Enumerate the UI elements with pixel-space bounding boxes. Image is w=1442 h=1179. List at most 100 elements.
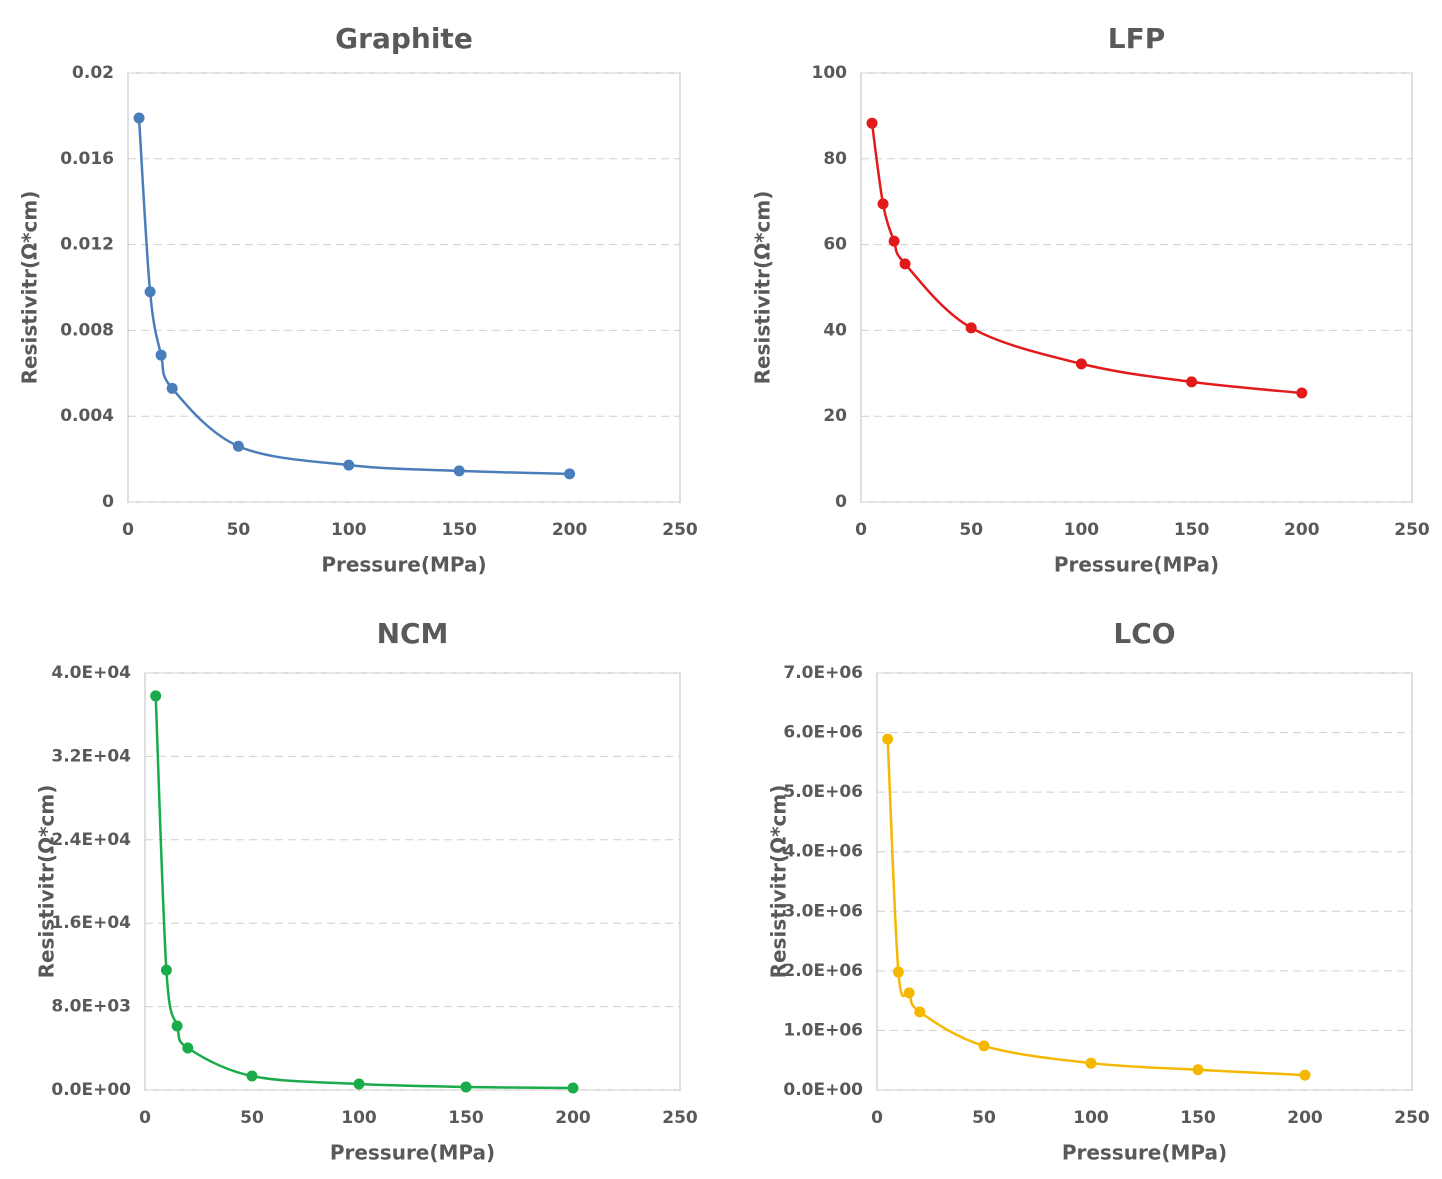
data-point	[246, 1070, 258, 1082]
data-point	[877, 198, 889, 210]
x-tick-label: 250	[1394, 1108, 1430, 1128]
chart-title: NCM	[377, 617, 449, 650]
chart-title: Graphite	[335, 22, 473, 55]
x-tick-label: 100	[331, 520, 367, 540]
data-point	[232, 440, 244, 452]
data-point	[965, 322, 977, 334]
data-point	[1085, 1057, 1097, 1069]
plot-area	[876, 672, 1413, 1091]
data-point	[1192, 1064, 1204, 1076]
x-tick-label: 150	[1180, 1108, 1216, 1128]
chart-title: LCO	[1113, 617, 1175, 650]
y-tick-label: 0	[102, 492, 114, 512]
series-line	[154, 695, 574, 1090]
data-point	[144, 286, 156, 298]
data-point	[133, 112, 145, 124]
y-tick-label: 3.2E+04	[51, 746, 131, 766]
y-tick-label: 0	[835, 492, 847, 512]
plot-area	[144, 672, 681, 1091]
data-point	[166, 382, 178, 394]
x-tick-label: 250	[662, 520, 698, 540]
x-tick-label: 50	[240, 1108, 264, 1128]
y-tick-label: 0.008	[60, 320, 114, 340]
y-tick-label: 60	[823, 235, 847, 255]
data-point	[903, 987, 915, 999]
plot-area	[127, 72, 681, 503]
x-tick-label: 200	[1284, 520, 1320, 540]
y-tick-label: 0.0E+00	[51, 1080, 131, 1100]
series-line	[870, 123, 1302, 395]
y-tick-label: 4.0E+04	[51, 663, 131, 683]
y-axis-title: Resistivitr(Ω*cm)	[35, 785, 59, 979]
x-tick-label: 0	[871, 1108, 883, 1128]
y-tick-label: 80	[823, 149, 847, 169]
x-tick-label: 100	[341, 1108, 377, 1128]
data-point	[460, 1081, 472, 1093]
plot-area	[860, 72, 1413, 503]
x-tick-label: 150	[441, 520, 477, 540]
chart-title: LFP	[1108, 22, 1166, 55]
data-point	[1075, 358, 1087, 370]
data-point	[1299, 1069, 1311, 1081]
x-tick-label: 250	[1394, 520, 1430, 540]
series-line	[137, 117, 570, 476]
y-axis-title: Resistivitr(Ω*cm)	[751, 191, 775, 385]
x-tick-label: 100	[1073, 1108, 1109, 1128]
x-tick-label: 250	[662, 1108, 698, 1128]
y-tick-label: 7.0E+06	[783, 663, 863, 683]
y-tick-label: 4.0E+06	[783, 842, 863, 862]
y-tick-label: 1.6E+04	[51, 913, 131, 933]
x-tick-label: 50	[227, 520, 251, 540]
data-point	[888, 235, 900, 247]
data-point	[567, 1082, 579, 1094]
x-tick-label: 50	[959, 520, 983, 540]
data-point	[182, 1042, 194, 1054]
data-point	[564, 468, 576, 480]
x-tick-label: 200	[552, 520, 588, 540]
y-axis-title: Resistivitr(Ω*cm)	[18, 191, 42, 385]
x-tick-label: 50	[972, 1108, 996, 1128]
data-point	[171, 1020, 183, 1032]
data-point	[1186, 376, 1198, 388]
data-point	[160, 964, 172, 976]
x-axis-title: Pressure(MPa)	[321, 553, 486, 577]
y-tick-label: 2.4E+04	[51, 830, 131, 850]
data-point	[150, 690, 162, 702]
data-point	[866, 117, 878, 129]
data-point	[155, 349, 167, 361]
data-point	[978, 1040, 990, 1052]
data-point	[353, 1078, 365, 1090]
y-tick-label: 0.012	[60, 235, 114, 255]
y-tick-label: 100	[812, 63, 848, 83]
y-tick-label: 40	[823, 320, 847, 340]
x-tick-label: 0	[855, 520, 867, 540]
x-tick-label: 0	[139, 1108, 151, 1128]
x-axis-title: Pressure(MPa)	[330, 1141, 495, 1165]
data-point	[892, 966, 904, 978]
y-tick-label: 0.0E+00	[783, 1080, 863, 1100]
x-tick-label: 200	[555, 1108, 591, 1128]
data-point	[343, 459, 355, 471]
series-line	[886, 739, 1306, 1077]
x-tick-label: 100	[1064, 520, 1100, 540]
x-tick-label: 0	[122, 520, 134, 540]
x-tick-label: 200	[1287, 1108, 1323, 1128]
y-tick-label: 6.0E+06	[783, 723, 863, 743]
y-tick-label: 0.02	[72, 63, 114, 83]
y-tick-label: 20	[823, 406, 847, 426]
y-tick-label: 3.0E+06	[783, 901, 863, 921]
y-tick-label: 0.016	[60, 149, 114, 169]
x-tick-label: 150	[448, 1108, 484, 1128]
y-tick-label: 0.004	[60, 406, 114, 426]
data-point	[1296, 387, 1308, 399]
data-point	[882, 733, 894, 745]
y-tick-label: 1.0E+06	[783, 1020, 863, 1040]
x-tick-label: 150	[1174, 520, 1210, 540]
data-point	[899, 258, 911, 270]
data-point	[453, 465, 465, 477]
y-tick-label: 5.0E+06	[783, 782, 863, 802]
x-axis-title: Pressure(MPa)	[1062, 1141, 1227, 1165]
y-tick-label: 2.0E+06	[783, 961, 863, 981]
y-axis-title: Resistivitr(Ω*cm)	[767, 785, 791, 979]
